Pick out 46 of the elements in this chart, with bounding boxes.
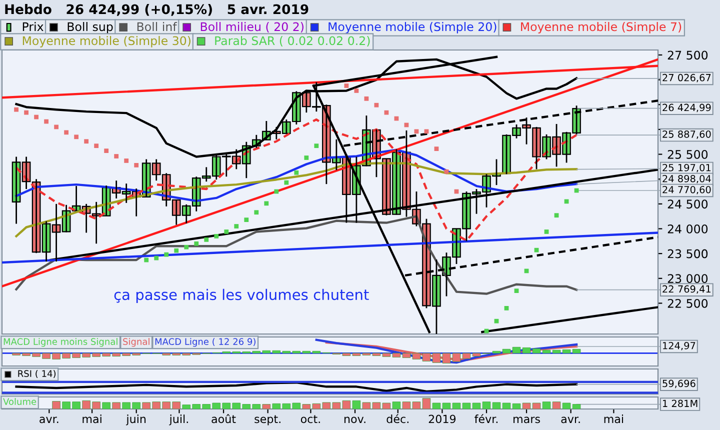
legend-label: Moyenne mobile (Simple 20) [328, 22, 496, 34]
annotation: 24 770,60 [662, 186, 711, 194]
x-tick-label: févr. [474, 414, 498, 424]
y-tick-label: 23 000 [668, 274, 708, 284]
x-tick-label: avr. [40, 416, 58, 424]
annotation: 26 424,99 [662, 104, 711, 112]
x-tick-label: sept. [254, 415, 280, 426]
annotation: 27 026,67 [662, 74, 711, 82]
text: MACD Ligne ( 12 26 9) [155, 338, 256, 347]
annotation: ça passe mais les volumes chutent [114, 288, 369, 303]
legend-label: Prix [22, 22, 44, 31]
x-tick-label: août [212, 414, 236, 424]
x-tick-label: mai [604, 414, 624, 424]
chart-title: Hebdo 26 424,99 (+0,15%) 5 avr. 2019 [5, 4, 308, 16]
legend-label: Moyenne mobile (Simple 7) [521, 22, 682, 34]
x-tick-label: juil. [169, 414, 188, 426]
y-tick-label: 27 500 [668, 50, 708, 60]
annotation: 59,696 [662, 380, 696, 388]
series-label: Volume [3, 398, 36, 405]
x-tick-label: déc. [386, 414, 408, 424]
legend-label: Parab SAR ( 0.02 0.02 0.2) [215, 36, 370, 47]
x-tick-label: oct. [300, 415, 320, 424]
annotation: 25 887,60 [662, 130, 711, 139]
legend-label: Boll sup [68, 22, 113, 34]
y-tick-label: 24 000 [668, 224, 708, 234]
y-tick-label: 25 500 [668, 150, 708, 159]
legend-label: RSI ( 14) [18, 370, 56, 378]
legend-label: Boll milieu ( 20 2) [200, 22, 304, 33]
annotation: 1 281M [663, 400, 698, 408]
y-tick-label: 24 500 [668, 200, 708, 209]
annotation: 22 769,41 [662, 285, 711, 294]
y-tick-label: 22 500 [668, 298, 708, 308]
series-label: MACD Ligne moins Signal [4, 338, 118, 347]
y-tick-label: 23 500 [668, 249, 708, 258]
annotation: 124,97 [663, 342, 696, 350]
x-tick-label: 2019 [428, 414, 456, 424]
x-tick-label: nov. [344, 416, 366, 424]
text: Signal [123, 338, 150, 347]
legend-label: Boll inf [137, 22, 178, 32]
legend-label: Moyenne mobile (Simple 30) [22, 36, 190, 48]
x-tick-label: mars [514, 416, 540, 424]
annotation: 25 197,01 [662, 164, 711, 172]
x-tick-label: mai [82, 414, 102, 424]
x-tick-label: avr. [561, 416, 580, 424]
annotation: 24 898,04 [662, 174, 711, 184]
x-tick-label: juin [126, 414, 146, 426]
